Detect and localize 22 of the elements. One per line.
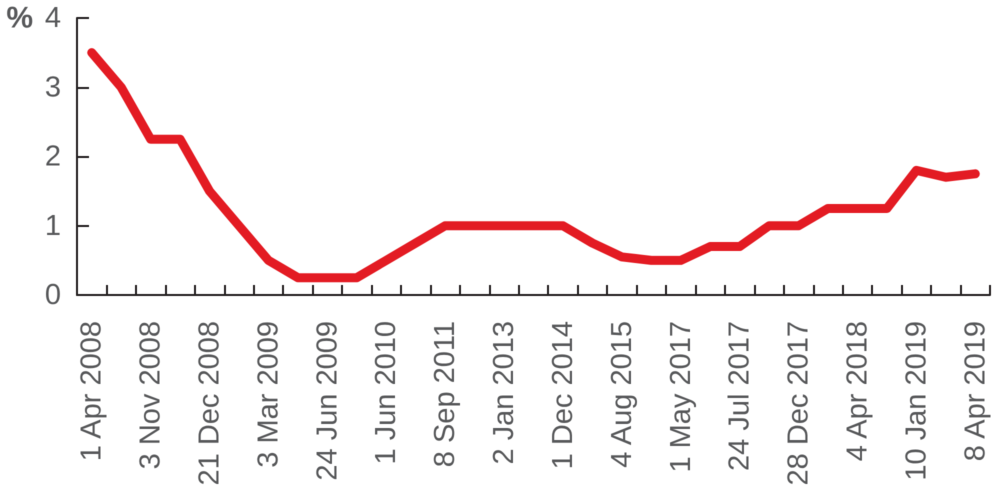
- x-tick-label: 10 Jan 2019: [900, 321, 932, 481]
- x-tick-label: 8 Sep 2011: [429, 321, 462, 468]
- x-tick-label: 21 Dec 2008: [194, 321, 226, 486]
- y-tick-label: 4: [44, 2, 61, 34]
- y-axis-title: %: [6, 2, 33, 34]
- x-tick-label: 2 Jan 2013: [488, 321, 520, 465]
- x-tick-label: 3 Nov 2008: [134, 321, 167, 470]
- y-tick-label: 2: [44, 140, 61, 172]
- x-tick-label: 4 Apr 2018: [841, 321, 874, 462]
- x-tick-label: 8 Apr 2019: [959, 321, 992, 462]
- x-tick-label: 1 Dec 2014: [546, 321, 579, 470]
- x-tick-label: 28 Dec 2017: [782, 321, 815, 486]
- x-tick-label: 1 Jun 2010: [370, 321, 402, 465]
- y-tick-label: 0: [44, 279, 61, 311]
- y-tick-label: 1: [44, 210, 61, 242]
- y-tick-label: 3: [44, 71, 61, 104]
- x-tick-label: 3 Mar 2009: [252, 321, 284, 468]
- x-tick-label: 1 Apr 2008: [76, 321, 108, 462]
- x-tick-label: 24 Jun 2009: [311, 321, 344, 481]
- x-tick-label: 1 May 2017: [664, 321, 697, 473]
- x-tick-label: 24 Jul 2017: [724, 321, 756, 471]
- x-tick-label: 4 Aug 2015: [606, 321, 638, 468]
